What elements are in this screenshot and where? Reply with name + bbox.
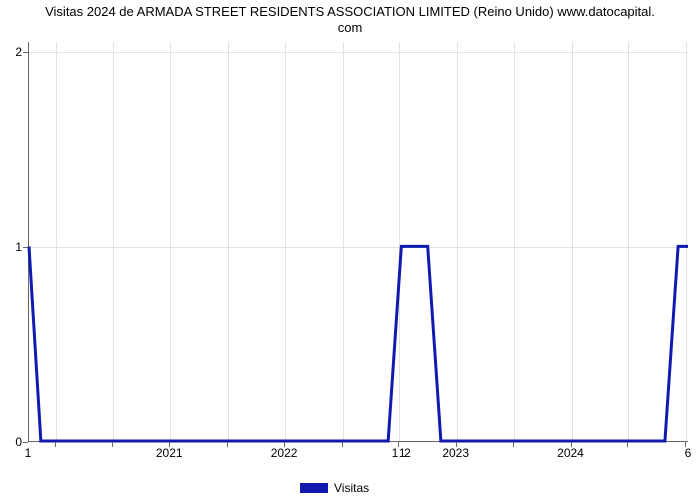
x-tick-label: 2023 xyxy=(442,442,469,460)
visitas-line-series xyxy=(29,42,688,441)
chart-title: Visitas 2024 de ARMADA STREET RESIDENTS … xyxy=(0,0,700,37)
x-tick-mark xyxy=(112,442,113,447)
x-tick-mark xyxy=(513,442,514,447)
x-tick-mark xyxy=(55,442,56,447)
chart-title-line1: Visitas 2024 de ARMADA STREET RESIDENTS … xyxy=(45,4,655,19)
y-tick-mark xyxy=(23,52,28,53)
x-tick-label: 2 xyxy=(404,442,411,460)
x-tick-label: 2024 xyxy=(557,442,584,460)
x-tick-label: 2021 xyxy=(156,442,183,460)
x-tick-label: 6 xyxy=(685,442,692,460)
x-tick-label: 1 xyxy=(392,442,399,460)
x-tick-label: 2022 xyxy=(271,442,298,460)
chart-title-line2: com xyxy=(338,20,363,35)
legend: Visitas xyxy=(300,480,369,495)
x-tick-mark xyxy=(627,442,628,447)
y-tick-mark xyxy=(23,247,28,248)
plot-area-wrap: 012120212022112202320246 xyxy=(28,42,688,442)
chart-container: Visitas 2024 de ARMADA STREET RESIDENTS … xyxy=(0,0,700,500)
x-tick-mark xyxy=(342,442,343,447)
legend-swatch xyxy=(300,483,328,493)
plot-area xyxy=(28,42,688,442)
x-tick-mark xyxy=(227,442,228,447)
legend-label: Visitas xyxy=(334,481,369,495)
x-tick-label: 1 xyxy=(25,442,32,460)
visitas-polyline xyxy=(29,246,688,441)
